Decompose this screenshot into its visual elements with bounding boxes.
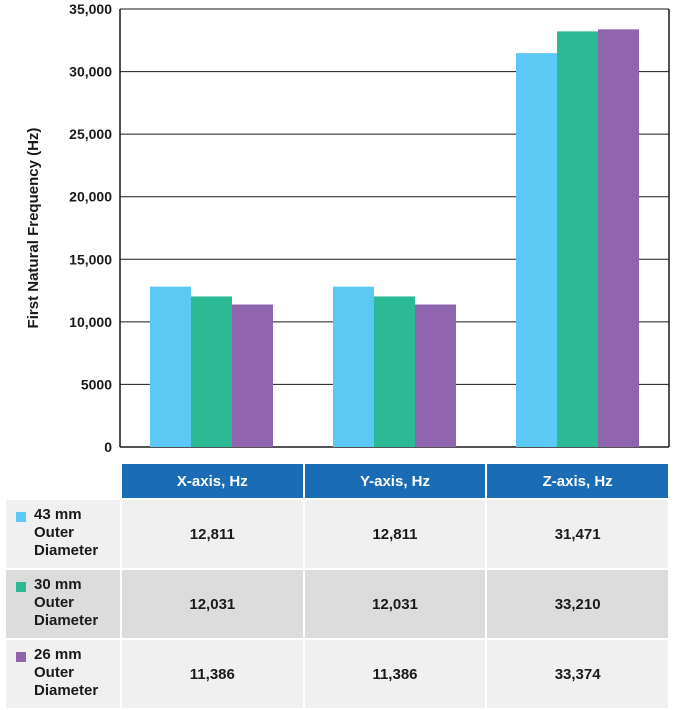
- cell-43mm-x: 12,811: [122, 500, 303, 568]
- table-row-30mm: 30 mm Outer Diameter 12,031 12,031 33,21…: [6, 570, 668, 638]
- legend-swatch-43mm: [16, 512, 26, 522]
- bar-z-26mm: [598, 29, 639, 447]
- table-row-26mm: 26 mm Outer Diameter 11,386 11,386 33,37…: [6, 640, 668, 708]
- bar-x-30mm: [191, 296, 232, 447]
- cell-30mm-z: 33,210: [487, 570, 668, 638]
- header-y-axis: Y-axis, Hz: [304, 464, 486, 498]
- legend-swatch-26mm: [16, 652, 26, 662]
- legend-swatch-30mm: [16, 582, 26, 592]
- y-tick-label-25000: 25,000: [69, 126, 112, 142]
- legend-label-43mm: 43 mm Outer Diameter: [34, 506, 99, 559]
- header-z-axis: Z-axis, Hz: [487, 464, 668, 498]
- data-table: X-axis, Hz Y-axis, Hz Z-axis, Hz 43 mm O…: [4, 462, 670, 710]
- legend-label-30mm: 30 mm Outer Diameter: [34, 576, 99, 629]
- y-tick-label-20000: 20,000: [69, 189, 112, 205]
- bar-x-26mm: [232, 304, 273, 447]
- cell-26mm-x: 11,386: [122, 640, 303, 708]
- header-blank-cell: [6, 464, 120, 498]
- cell-26mm-y: 11,386: [304, 640, 486, 708]
- bar-y-43mm: [333, 286, 374, 447]
- bar-z-30mm: [557, 31, 598, 447]
- legend-entry-30mm: 30 mm Outer Diameter: [6, 570, 120, 638]
- y-tick-label-30000: 30,000: [69, 64, 112, 80]
- bar-z-43mm: [516, 53, 557, 448]
- y-tick-label-10000: 10,000: [69, 314, 112, 330]
- y-axis-label: First Natural Frequency (Hz): [25, 128, 42, 329]
- table-row-43mm: 43 mm Outer Diameter 12,811 12,811 31,47…: [6, 500, 668, 568]
- bar-y-26mm: [415, 304, 456, 447]
- cell-30mm-y: 12,031: [304, 570, 486, 638]
- cell-30mm-x: 12,031: [122, 570, 303, 638]
- legend-entry-26mm: 26 mm Outer Diameter: [6, 640, 120, 708]
- bar-chart: 0 5000 10,000 15,000 20,000 25,000 30,000 35,00…: [25, 1, 670, 455]
- y-tick-labels: 0 5000 10,000 15,000 20,000 25,000 30,000 35,00…: [69, 1, 112, 455]
- y-tick-label-0: 0: [104, 439, 112, 455]
- legend-entry-43mm: 43 mm Outer Diameter: [6, 500, 120, 568]
- header-x-axis: X-axis, Hz: [122, 464, 303, 498]
- cell-43mm-y: 12,811: [304, 500, 486, 568]
- cell-43mm-z: 31,471: [487, 500, 668, 568]
- table-header-row: X-axis, Hz Y-axis, Hz Z-axis, Hz: [6, 464, 668, 498]
- y-tick-label-35000: 35,000: [69, 1, 112, 17]
- bars: [150, 29, 639, 448]
- y-tick-label-15000: 15,000: [69, 251, 112, 267]
- bar-y-30mm: [374, 296, 415, 447]
- legend-label-26mm: 26 mm Outer Diameter: [34, 646, 99, 699]
- cell-26mm-z: 33,374: [487, 640, 668, 708]
- bar-x-43mm: [150, 286, 191, 447]
- y-tick-label-5000: 5000: [81, 376, 112, 392]
